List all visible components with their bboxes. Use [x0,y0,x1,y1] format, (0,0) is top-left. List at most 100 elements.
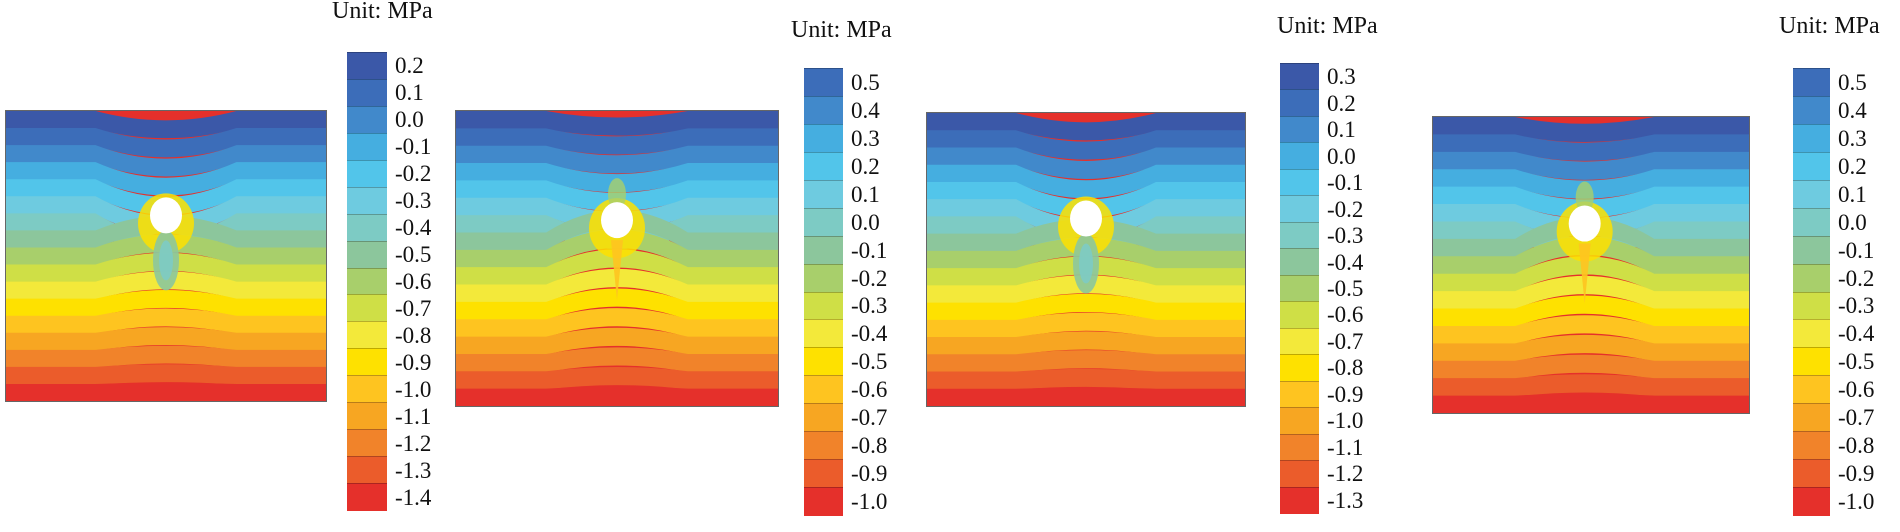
contour-band [6,308,326,334]
legend-tick-label: -0.1 [395,134,432,160]
stress-contour-plot-2 [455,110,779,407]
contour-band [927,130,1245,160]
legend-swatch [1280,327,1319,356]
stress-zone [608,178,626,211]
contour-band [456,327,778,355]
legend-tick-label: -0.5 [1838,349,1875,375]
legend-swatch [1793,263,1830,293]
legend-swatch [804,263,843,293]
legend-tick-label: -0.1 [1838,237,1875,263]
contour-band [456,366,778,390]
legend-tick-label: -0.6 [1838,377,1875,403]
legend-tick-label: -0.6 [1327,302,1364,328]
legend-tick-label: -1.0 [851,489,888,515]
legend-tick-label: -0.7 [851,405,888,431]
stress-zone [159,240,173,281]
legend-tick-label: -0.8 [851,433,888,459]
contour-band [6,382,326,401]
contour-band [927,293,1245,321]
legend-swatch [1793,375,1830,405]
legend-swatch [347,240,387,269]
stress-zone [1575,181,1594,214]
legend-swatch [1280,407,1319,435]
tunnel-opening [150,197,182,234]
color-legend-1: 0.2 0.1 0.0 -0.1 -0.2 -0.3 -0.4 -0.5 -0.6 -0.7 -0.… [347,52,431,511]
legend-swatch [1793,431,1830,461]
legend-tick-label: -0.4 [1327,249,1364,275]
contour-band [456,163,778,193]
contour-band [1433,117,1749,142]
legend-tick-label: 0.1 [395,80,424,106]
legend-swatch [804,151,843,181]
legend-swatch [1280,115,1319,144]
legend-tick-label: 0.0 [1838,209,1867,235]
legend-tick-label: -0.3 [1327,223,1364,249]
contour-band [1433,315,1749,345]
unit-label-2: Unit: MPa [791,17,892,43]
legend-swatch [347,159,387,188]
legend-swatch [804,431,843,461]
contour-band [6,364,326,385]
legend-swatch [804,291,843,321]
contour-band [6,345,326,368]
tunnel-opening [1568,205,1601,242]
legend-swatch [804,347,843,377]
legend-swatch [1793,151,1830,181]
legend-swatch [347,267,387,296]
legend-tick-label: -1.1 [395,403,432,429]
legend-swatch [804,319,843,349]
contour-band [1433,256,1749,292]
legend-swatch [1280,63,1319,91]
legend-tick-label: -1.2 [1327,461,1364,487]
legend-swatch [347,294,387,323]
legend-swatch [1280,274,1319,303]
legend-tick-label: -1.3 [1327,487,1364,513]
stress-contour-plot-1 [5,110,327,402]
legend-swatch [347,321,387,350]
legend-swatch [804,235,843,265]
legend-swatch [1280,195,1319,223]
tunnel-opening [1070,200,1102,237]
legend-tick-label: -0.1 [1327,170,1364,196]
legend-tick-label: -0.8 [395,322,432,348]
legend-tick-label: -1.2 [395,430,432,456]
contour-band [927,216,1245,257]
contour-band [6,213,326,253]
contour-band [6,162,326,196]
legend-swatch [1793,68,1830,97]
legend-tick-label: -0.5 [851,349,888,375]
contour-band [1433,354,1749,379]
legend-tick-label: -0.5 [395,242,432,268]
stress-zone [1578,243,1591,304]
contour-band [456,347,778,373]
legend-tick-label: 0.3 [851,125,880,151]
legend-tick-label: -0.4 [1838,321,1875,347]
legend-tick-label: -1.4 [395,484,432,510]
legend-tick-label: -0.3 [851,293,888,319]
contour-band [1433,134,1749,161]
legend-tick-label: -0.7 [395,295,432,321]
contour-band [456,386,778,406]
stress-zone [611,240,623,301]
legend-swatch [347,429,387,458]
legend-tick-label: -0.8 [1327,355,1364,381]
contour-band [927,368,1245,390]
stress-contour-plot-3 [926,112,1246,407]
contour-band [6,327,326,351]
legend-swatch [1793,179,1830,209]
legend-tick-label: 0.1 [1327,117,1356,143]
legend-tick-label: -0.7 [1327,328,1364,354]
legend-tick-label: 0.3 [1838,125,1867,151]
legend-swatch [804,68,843,97]
contour-band [456,229,778,268]
legend-swatch [347,186,387,215]
legend-swatch [1280,460,1319,488]
contour-band [456,210,778,251]
contour-band [6,128,326,158]
legend-swatch [1280,301,1319,329]
unit-label-1: Unit: MPa [332,0,433,24]
contour-band [6,196,326,234]
legend-tick-label: -0.3 [395,188,432,214]
legend-swatch [1793,123,1830,153]
legend-tick-label: 0.2 [1838,153,1867,179]
